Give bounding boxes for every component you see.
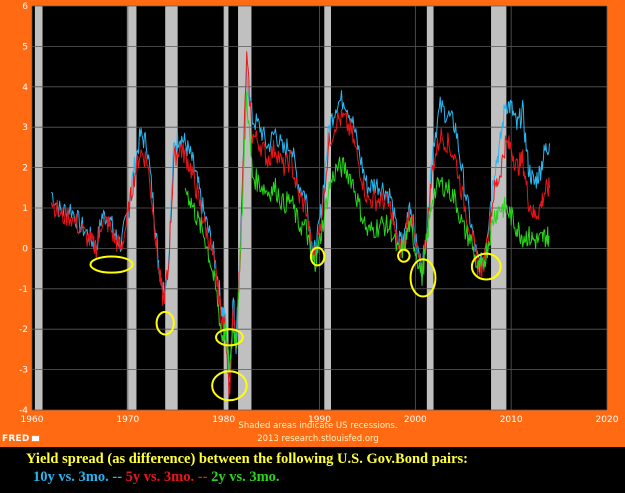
x-tick-label: 1970 <box>116 415 139 425</box>
caption-title: Yield spread (as difference) between the… <box>26 451 468 467</box>
y-tick-label: 3 <box>22 123 28 133</box>
x-axis-ticks: 1960 1970 1980 1990 2000 2010 2020 <box>21 415 619 425</box>
y-tick-label: 0 <box>22 244 28 254</box>
fred-logo-text: FRED <box>2 434 30 444</box>
legend-separator: -- <box>108 469 126 485</box>
highlight-ellipse <box>309 246 326 267</box>
highlight-ellipse <box>397 248 411 263</box>
source-note: 2013 research.stlouisfed.org <box>257 434 379 444</box>
legend-separator: -- <box>194 469 212 485</box>
x-tick-label: 2020 <box>596 415 619 425</box>
x-tick-label: 1960 <box>21 415 44 425</box>
x-tick-label: 1980 <box>212 415 235 425</box>
x-tick-label: 2010 <box>500 415 523 425</box>
y-tick-label: 2 <box>22 164 28 174</box>
highlight-ellipse <box>89 255 134 274</box>
recession-note: Shaded areas indicate US recessions. <box>238 421 397 431</box>
legend-5y: 5y vs. 3mo. <box>125 469 195 485</box>
x-tick-label: 2000 <box>404 415 427 425</box>
y-tick-label: -2 <box>19 325 28 335</box>
yield-spread-chart: 1960 1970 1980 1990 2000 2010 2020 -4 -3 -2 -1 0 1 2… <box>19 2 619 444</box>
gridlines <box>31 5 608 411</box>
fred-chart-icon <box>30 435 40 442</box>
highlight-ellipse <box>215 328 244 347</box>
x-tick-label: 1990 <box>308 415 331 425</box>
legend-10y: 10y vs. 3mo. <box>33 469 109 485</box>
highlight-ellipse <box>409 258 437 298</box>
caption-panel: Yield spread (as difference) between the… <box>0 447 625 493</box>
fred-logo: FRED <box>2 434 40 444</box>
y-tick-label: 5 <box>22 42 28 52</box>
y-tick-label: 4 <box>22 83 28 93</box>
y-tick-label: -4 <box>19 406 28 416</box>
series-line-10y <box>50 67 550 383</box>
highlight-ellipse <box>211 370 248 402</box>
y-axis-ticks: -4 -3 -2 -1 0 1 2 3 4 5 6 <box>19 2 28 416</box>
series-lines <box>50 51 550 397</box>
y-tick-label: -1 <box>19 285 28 295</box>
highlight-ellipses <box>89 246 502 402</box>
legend-2y: 2y vs. 3mo. <box>211 469 280 485</box>
caption-legend: 10y vs. 3mo. -- 5y vs. 3mo. -- 2y vs. 3m… <box>33 469 280 486</box>
y-tick-label: 1 <box>22 204 28 214</box>
highlight-ellipse <box>155 310 175 336</box>
series-line-2y <box>184 91 550 373</box>
y-tick-label: -3 <box>19 366 28 376</box>
series-line-5y <box>50 51 550 397</box>
highlight-ellipse <box>470 252 502 281</box>
y-tick-label: 6 <box>22 2 28 12</box>
